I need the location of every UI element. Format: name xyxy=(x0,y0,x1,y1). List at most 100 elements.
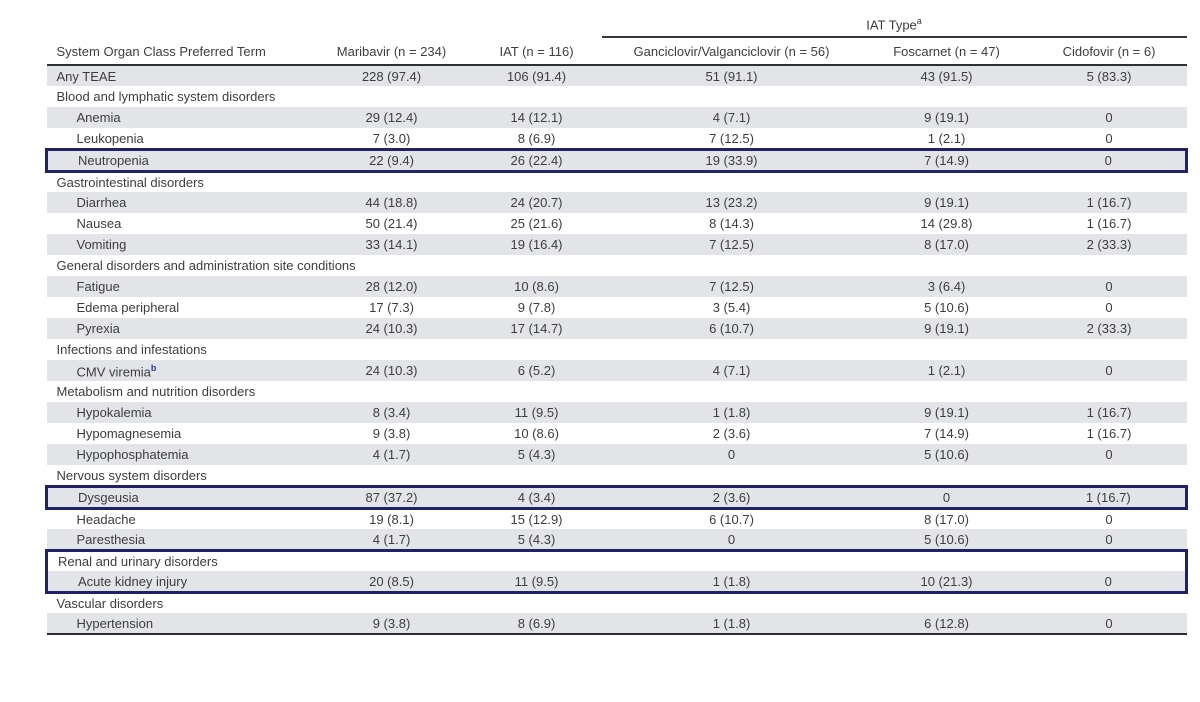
term-label: CMV viremia xyxy=(76,363,151,379)
value-cell: 0 xyxy=(1105,363,1113,379)
value-cell: 1 (16.7) xyxy=(1086,426,1132,442)
value-cell: 228 (97.4) xyxy=(361,68,422,84)
term-row: Headache 19 (8.1) 15 (12.9) 6 (10.7) 8 (17.0… xyxy=(47,508,1187,529)
value-cell: 1 (1.8) xyxy=(712,573,751,589)
term-label: Paresthesia xyxy=(76,531,146,547)
term-cell: Hypokalemia xyxy=(47,402,312,423)
term-label: Anemia xyxy=(76,110,121,126)
value-cell: 1 (16.7) xyxy=(1086,405,1132,421)
value-cell: 6 (12.8) xyxy=(861,613,1032,636)
table-body: Any TEAE 228 (97.4) 106 (91.4) 51 (91.1) 43 … xyxy=(44,65,1189,636)
section-label: General disorders and administration sit… xyxy=(56,258,356,274)
value-cell: 19 (8.1) xyxy=(369,512,414,528)
term-label: Edema peripheral xyxy=(76,300,180,316)
table-header: IAT Typea System Organ Class Preferred T… xyxy=(46,14,1187,67)
value-cell: 2 (33.3) xyxy=(1086,237,1132,253)
value-cell: 0 xyxy=(727,447,736,463)
value-cell: 1 (1.8) xyxy=(601,613,862,636)
value-cell: 50 (21.4) xyxy=(365,216,418,232)
term-cell: Neutropenia xyxy=(45,149,312,172)
value-cell: 17 (7.3) xyxy=(369,300,414,316)
term-cell: Hypomagnesemia xyxy=(47,423,312,444)
value-cell: 11 (9.5) xyxy=(514,573,559,589)
section-row: General disorders and administration sit… xyxy=(47,255,1187,276)
column-header-foscarnet: Foscarnet (n = 47) xyxy=(861,37,1032,67)
value-cell: 9 (19.1) xyxy=(924,195,969,211)
value-cell: 9 (3.8) xyxy=(372,426,411,442)
value-cell: 7 (3.0) xyxy=(372,130,411,146)
value-cell: 1 (16.7) xyxy=(1031,486,1189,509)
value-cell: 5 (4.3) xyxy=(517,447,556,463)
value-cell: 1 (16.7) xyxy=(1086,195,1132,211)
value-cell: 20 (8.5) xyxy=(369,573,414,589)
value-cell: 0 xyxy=(1031,571,1189,593)
term-label: Hypertension xyxy=(76,615,154,631)
value-cell: 4 (1.7) xyxy=(372,531,411,547)
term-row: Edema peripheral 17 (7.3) 9 (7.8) 3 (5.4) 5 … xyxy=(47,297,1187,318)
term-label: Diarrhea xyxy=(76,195,127,211)
value-cell: 6 (10.7) xyxy=(709,512,754,528)
term-cell: Dysgeusia xyxy=(45,486,312,509)
value-cell: 0 xyxy=(1031,613,1187,636)
term-cell: Edema peripheral xyxy=(47,297,312,318)
value-cell: 24 (10.3) xyxy=(365,363,418,379)
adverse-events-table: IAT Typea System Organ Class Preferred T… xyxy=(44,14,1189,636)
value-cell: 2 (3.6) xyxy=(712,426,751,442)
column-header-ganciclovir: Ganciclovir/Valganciclovir (n = 56) xyxy=(601,37,862,67)
value-cell: 14 (12.1) xyxy=(510,110,563,126)
term-row: Anemia 29 (12.4) 14 (12.1) 4 (7.1) 9 (19.1) 0 xyxy=(46,107,1187,129)
term-cell: Leukopenia xyxy=(47,128,312,149)
value-cell: 0 xyxy=(1105,300,1113,316)
term-row: Diarrhea 44 (18.8) 24 (20.7) 13 (23.2) 9 (19… xyxy=(46,192,1187,214)
section-row: Renal and urinary disorders xyxy=(44,550,1189,572)
value-cell: 25 (21.6) xyxy=(510,216,563,232)
value-cell: 7 (12.5) xyxy=(709,130,754,146)
value-cell: 9 (19.1) xyxy=(924,321,969,337)
section-row: Gastrointestinal disorders xyxy=(47,171,1187,192)
value-cell: 87 (37.2) xyxy=(365,489,418,505)
value-cell: 7 (12.5) xyxy=(709,237,754,253)
term-cell: Headache xyxy=(47,508,312,529)
term-cell: Acute kidney injury xyxy=(45,571,312,593)
value-cell: 3 (6.4) xyxy=(927,279,966,295)
value-cell: 44 (18.8) xyxy=(365,195,418,211)
value-cell: 51 (91.1) xyxy=(705,68,758,84)
value-cell: 0 xyxy=(1031,149,1189,172)
value-cell: 8 (14.3) xyxy=(709,216,754,232)
term-cell: Anemia xyxy=(47,107,312,128)
value-cell: 24 (10.3) xyxy=(365,321,418,337)
section-row: Infections and infestations xyxy=(47,339,1187,360)
value-cell: 7 (14.9) xyxy=(924,426,969,442)
value-cell: 0 xyxy=(1105,531,1113,547)
term-label: Nausea xyxy=(76,216,122,232)
value-cell: 15 (12.9) xyxy=(510,512,563,528)
column-header-term: System Organ Class Preferred Term xyxy=(46,37,312,67)
section-row: Metabolism and nutrition disorders xyxy=(47,381,1187,402)
value-cell: 24 (20.7) xyxy=(510,195,563,211)
value-cell: 6 (5.2) xyxy=(517,363,556,379)
value-cell: 8 (3.4) xyxy=(372,405,411,421)
term-row: Dysgeusia 87 (37.2) 4 (3.4) 2 (3.6) 0 1 (16.7… xyxy=(45,486,1189,509)
value-cell: 9 (3.8) xyxy=(311,613,472,636)
section-label: Infections and infestations xyxy=(56,342,207,358)
footnote-marker-a: a xyxy=(916,16,922,26)
term-row: Hypomagnesemia 9 (3.8) 10 (8.6) 2 (3.6) 7 (1… xyxy=(47,423,1187,444)
term-cell: Hypertension xyxy=(46,613,312,636)
value-cell: 0 xyxy=(727,531,736,547)
section-label: Renal and urinary disorders xyxy=(44,550,1189,572)
term-row: Hypophosphatemia 4 (1.7) 5 (4.3) 0 5 (10.6) 0 xyxy=(46,444,1187,466)
iat-type-span-header: IAT Typea xyxy=(601,14,1187,39)
value-cell: 11 (9.5) xyxy=(514,405,559,421)
value-cell: 10 (8.6) xyxy=(514,426,559,442)
term-row: Fatigue 28 (12.0) 10 (8.6) 7 (12.5) 3 (6.4) 0 xyxy=(46,276,1187,298)
iat-type-label: IAT Type xyxy=(866,17,917,33)
section-row: Blood and lymphatic system disorders xyxy=(47,86,1187,107)
value-cell: 9 (19.1) xyxy=(924,110,969,126)
value-cell: 19 (16.4) xyxy=(510,237,563,253)
term-label: Headache xyxy=(76,512,136,528)
value-cell: 7 (12.5) xyxy=(709,279,754,295)
section-label: Metabolism and nutrition disorders xyxy=(56,384,256,400)
value-cell: 43 (91.5) xyxy=(920,68,973,84)
term-label: Fatigue xyxy=(76,279,120,295)
value-cell: 9 (19.1) xyxy=(924,405,969,421)
